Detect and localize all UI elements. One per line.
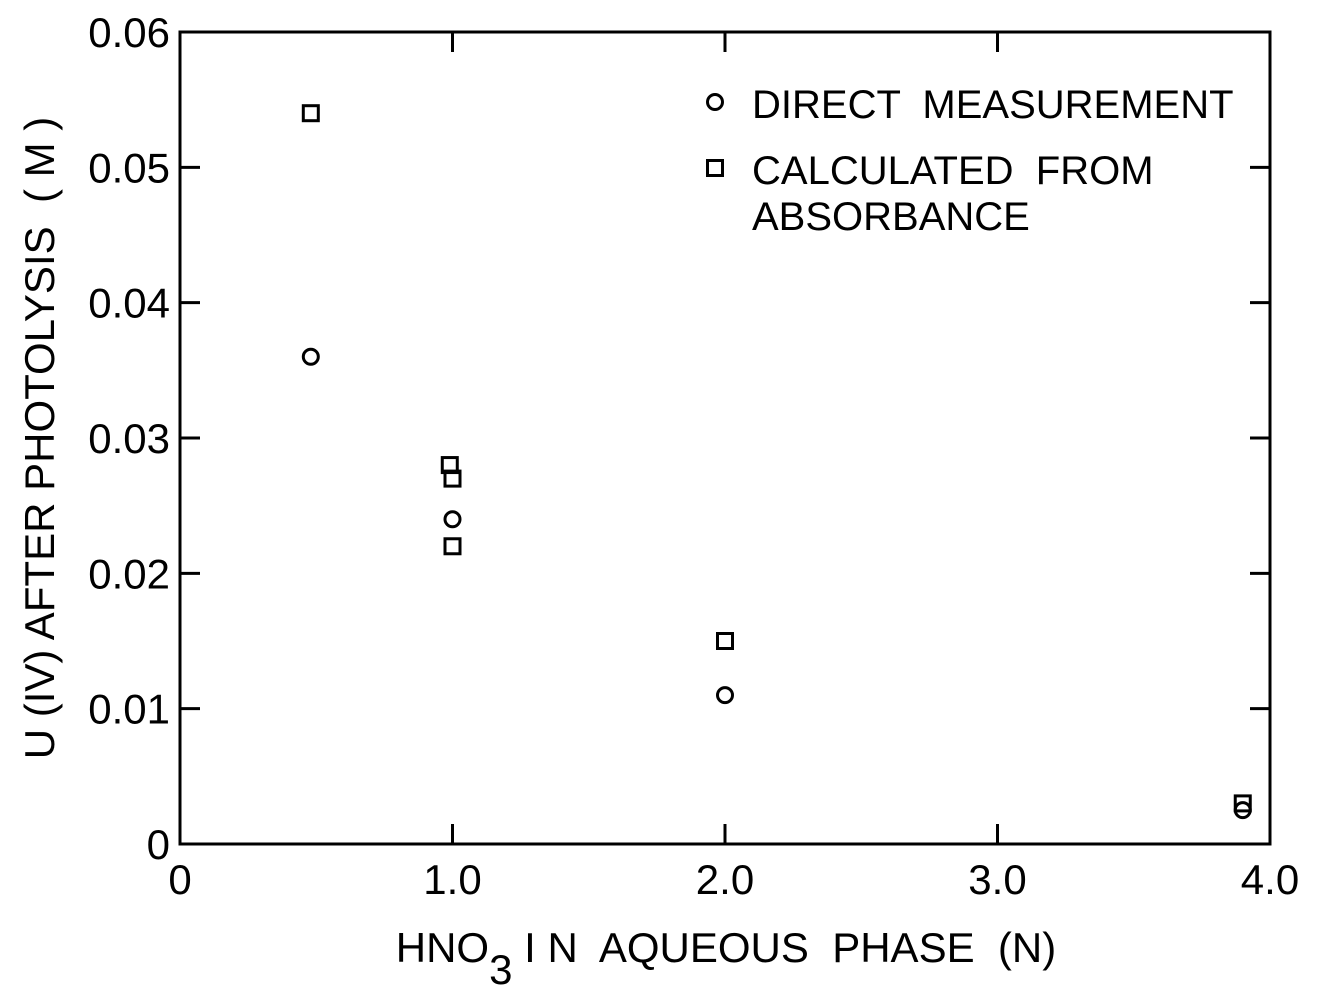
y-tick-label: 0.01 bbox=[88, 686, 170, 733]
x-axis-label-rest: I N AQUEOUS PHASE (N) bbox=[512, 924, 1056, 971]
y-tick-label: 0.06 bbox=[88, 9, 170, 56]
legend: DIRECT MEASUREMENT CALCULATED FROMABSORBA… bbox=[706, 83, 1234, 239]
y-tick-label: 0.02 bbox=[88, 550, 170, 597]
x-tick-label: 4.0 bbox=[1241, 856, 1299, 903]
direct-measurement-point bbox=[301, 347, 320, 366]
y-axis: 0 0.01 0.02 0.03 0.04 0.05 0.06 bbox=[88, 9, 1270, 868]
legend-label: ABSORBANCE bbox=[752, 195, 1030, 239]
calculated-absorbance-point bbox=[443, 469, 462, 488]
legend-label: CALCULATED FROM bbox=[752, 149, 1154, 193]
x-axis-label-subscript: 3 bbox=[489, 946, 512, 990]
x-axis-label: HNO3 I N AQUEOUS PHASE (N) bbox=[396, 924, 1056, 990]
x-axis: 0 1.0 2.0 3.0 4.0 bbox=[168, 32, 1299, 903]
calculated-absorbance-point bbox=[716, 632, 734, 650]
calculated-absorbance-point bbox=[1233, 794, 1252, 813]
data-marks bbox=[301, 104, 1252, 820]
y-tick-label: 0 bbox=[147, 821, 170, 868]
direct-measurement-point bbox=[716, 686, 734, 705]
y-axis-label: U (IV) AFTER PHOTOLYSIS ( M ) bbox=[16, 117, 63, 760]
calculated-absorbance-point bbox=[301, 104, 320, 123]
x-tick-label: 2.0 bbox=[696, 856, 754, 903]
x-tick-label: 0 bbox=[168, 856, 191, 903]
legend-square-marker bbox=[706, 159, 724, 177]
calculated-absorbance-point bbox=[443, 537, 462, 556]
y-tick-label: 0.04 bbox=[88, 280, 170, 327]
x-axis-label-main: HNO bbox=[396, 924, 489, 971]
y-tick-label: 0.03 bbox=[88, 415, 170, 462]
x-tick-label: 3.0 bbox=[968, 856, 1026, 903]
legend-label: DIRECT MEASUREMENT bbox=[752, 83, 1234, 127]
y-tick-label: 0.05 bbox=[88, 144, 170, 191]
x-tick-label: 1.0 bbox=[423, 856, 481, 903]
direct-measurement-point bbox=[443, 510, 462, 529]
legend-circle-marker bbox=[706, 93, 724, 111]
